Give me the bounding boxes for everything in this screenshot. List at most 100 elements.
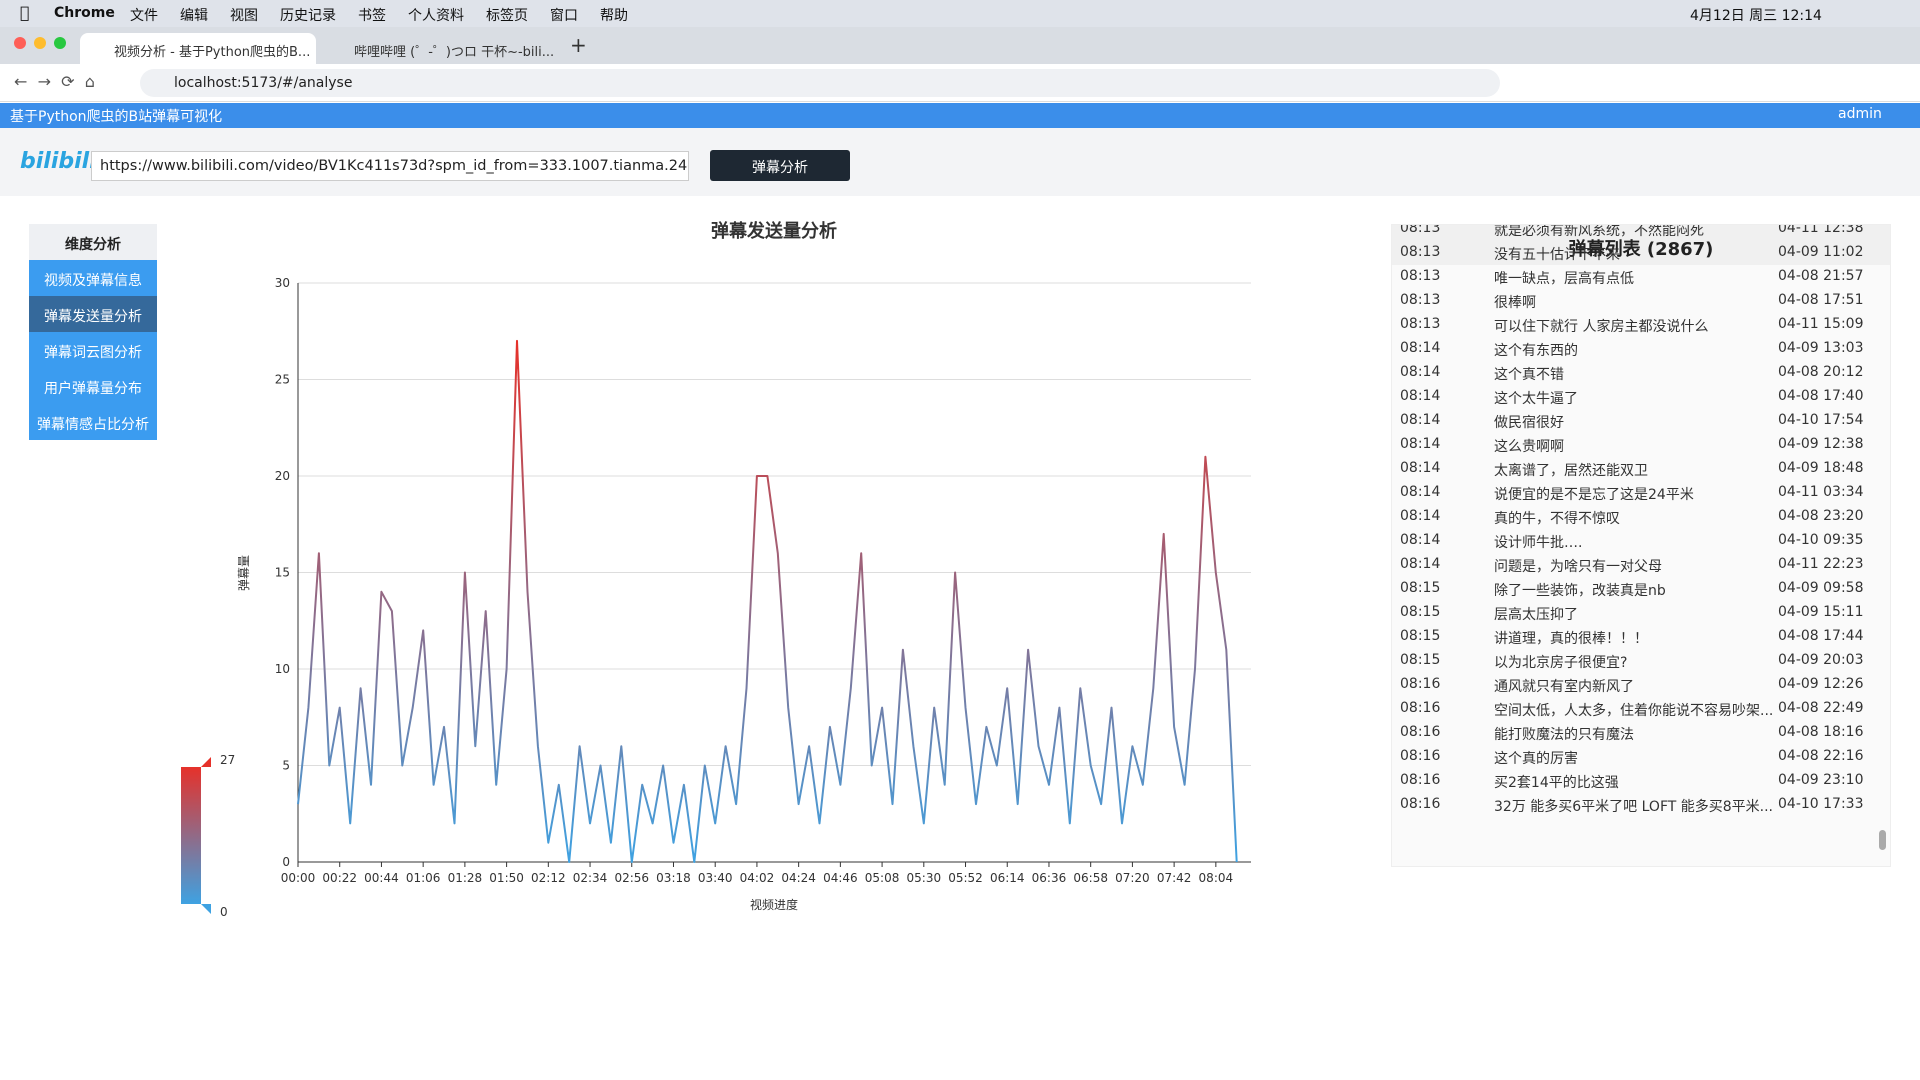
x-tick-label: 04:46 [823,871,858,885]
tab[interactable]: 视频分析 - 基于Python爬虫的B... [80,33,316,64]
content: 做民宿很好 [1494,415,1564,431]
menu-item[interactable]: 历史记录 [280,8,336,24]
time: 08:13 [1400,316,1441,332]
min-dot[interactable] [34,37,46,49]
user-menu[interactable]: admin [1838,106,1882,122]
sent-date: 04-08 17:44 [1778,628,1864,644]
x-tick-label: 04:02 [740,871,775,885]
sent-date: 04-08 21:57 [1778,268,1864,284]
danmaku-panel: 弹幕列表 (2867) 08:13 就是必须有新风系统，不然能闷死 04-11 12… [1391,224,1891,867]
time: 08:16 [1400,724,1441,740]
sent-date: 04-09 12:38 [1778,436,1864,452]
menu-item[interactable]: 窗口 [550,8,578,24]
content: 能打败魔法的只有魔法 [1494,727,1634,743]
danmaku-row: 08:16 买2套14平的比这强 04-09 23:10 [1392,769,1872,793]
chart: 弹幕发送量分析 视频进度 弹幕量 0 5 10 15 20 25 30 00:00 00:22 0… [181,220,1251,919]
content: 除了一些装饰，改装真是nb [1494,583,1666,599]
sent-date: 04-09 23:10 [1778,772,1864,788]
x-tick-label: 02:56 [614,871,649,885]
x-tick-label: 03:18 [656,871,691,885]
content: 这个真不错 [1494,367,1564,383]
content: 太离谱了，居然还能双卫 [1494,463,1648,479]
time: 08:16 [1400,676,1441,692]
menu-item[interactable]: 书签 [358,8,386,24]
menu-item[interactable]: 标签页 [486,8,528,24]
url-field[interactable]: localhost:5173/#/analyse [140,69,1500,97]
danmaku-row: 08:15 层高太压抑了 04-09 15:11 [1392,601,1872,625]
sent-date: 04-09 09:58 [1778,580,1864,596]
content: 讲道理，真的很棒！！！ [1494,631,1648,647]
y-tick-label: 25 [275,373,290,387]
time: 08:15 [1400,604,1441,620]
y-tick-label: 20 [275,469,290,483]
x-tick-label: 01:50 [489,871,524,885]
x-tick-label: 06:58 [1073,871,1108,885]
sent-date: 04-08 17:51 [1778,292,1864,308]
content: 通风就只有室内新风了 [1494,679,1634,695]
sent-date: 04-09 18:48 [1778,460,1864,476]
danmaku-row: 08:13 没有五十估计下不来 04-09 11:02 [1392,241,1872,265]
clock[interactable]: 4月12日 周三 12:14 [1690,8,1822,24]
danmaku-row: 08:14 说便宜的是不是忘了这是24平米 04-11 03:34 [1392,481,1872,505]
logo: bilibili [20,149,97,174]
x-tick-label: 07:42 [1157,871,1192,885]
y-tick-label: 10 [275,662,290,676]
menu-item[interactable]: 文件 [130,8,158,24]
time: 08:15 [1400,580,1441,596]
time: 08:14 [1400,484,1441,500]
x-tick-label: 02:12 [531,871,566,885]
chart-title: 弹幕发送量分析 [711,220,837,242]
analyze-button[interactable]: 弹幕分析 [710,150,850,181]
nav-buttons[interactable]: ← → ⟳ ⌂ [14,72,95,91]
content: 说便宜的是不是忘了这是24平米 [1494,487,1694,503]
sent-date: 04-11 12:38 [1778,224,1864,236]
visual-map-handle [201,757,211,767]
content: 这个有东西的 [1494,343,1578,359]
content: 可以住下就行 人家房主都没说什么 [1494,319,1709,335]
x-tick-label: 03:40 [698,871,733,885]
sidebar-item[interactable]: 弹幕发送量分析 [29,296,157,332]
search-row: bilibili https://www.bilibili.com/video/… [0,128,1920,196]
content: 层高太压抑了 [1494,607,1578,623]
scrollbar[interactable] [1879,830,1886,850]
tab[interactable]: 哔哩哔哩 (゜-゜)つロ 干杯~-bili... [320,33,556,64]
menu-item[interactable]: 编辑 [180,8,208,24]
content: 以为北京房子很便宜? [1494,655,1628,671]
menu-item[interactable]: 个人资料 [408,8,464,24]
app-name[interactable]: Chrome [54,5,115,21]
sidebar-item[interactable]: 视频及弹幕信息 [29,260,157,296]
x-tick-label: 04:24 [781,871,816,885]
content: 空间太低，人太多，住着你能说不容易吵架... [1494,703,1774,719]
close-dot[interactable] [14,37,26,49]
address-bar: ← → ⟳ ⌂ localhost:5173/#/analyse [0,64,1920,102]
visual-map-handle [201,904,211,914]
sidebar-item[interactable]: 弹幕情感占比分析 [29,404,157,440]
sidebar-item[interactable]: 弹幕词云图分析 [29,332,157,368]
time: 08:16 [1400,700,1441,716]
time: 08:13 [1400,268,1441,284]
time: 08:15 [1400,652,1441,668]
time: 08:14 [1400,340,1441,356]
sidebar-item[interactable]: 用户弹幕量分布 [29,368,157,404]
danmaku-row: 08:15 讲道理，真的很棒！！！ 04-08 17:44 [1392,625,1872,649]
sent-date: 04-09 13:03 [1778,340,1864,356]
time: 08:14 [1400,412,1441,428]
sent-date: 04-11 22:23 [1778,556,1864,572]
content: 没有五十估计下不来 [1494,247,1620,263]
sent-date: 04-08 20:12 [1778,364,1864,380]
max-dot[interactable] [54,37,66,49]
tab-title: 哔哩哔哩 (゜-゜)つロ 干杯~-bili... [354,45,555,60]
x-tick-label: 02:34 [573,871,608,885]
new-tab[interactable]: + [570,33,587,57]
sent-date: 04-11 15:09 [1778,316,1864,332]
content: 真的牛，不得不惊叹 [1494,511,1620,527]
url-input[interactable]: https://www.bilibili.com/video/BV1Kc411s… [91,151,689,181]
time: 08:14 [1400,364,1441,380]
y-tick-label: 0 [282,855,290,869]
apple-icon[interactable]:  [20,3,30,22]
menu-item[interactable]: 帮助 [600,8,628,24]
sent-date: 04-10 17:54 [1778,412,1864,428]
time: 08:13 [1400,224,1441,236]
menu-item[interactable]: 视图 [230,8,258,24]
time: 08:16 [1400,748,1441,764]
